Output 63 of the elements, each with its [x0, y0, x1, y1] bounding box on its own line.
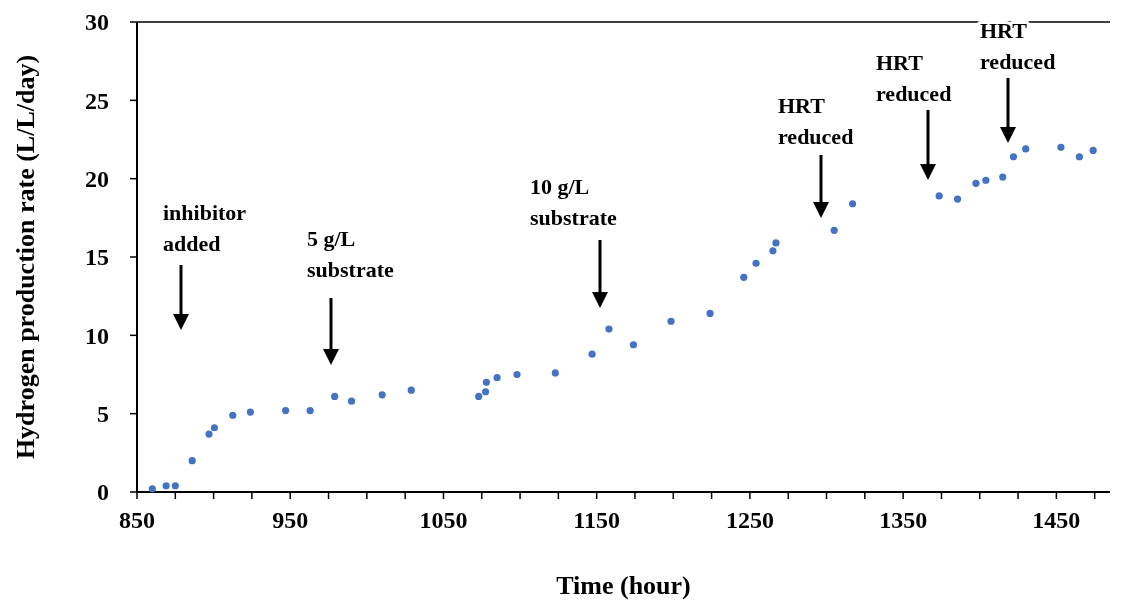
point — [378, 391, 386, 399]
point — [982, 176, 990, 184]
point — [331, 392, 339, 401]
point — [830, 226, 838, 234]
point — [188, 457, 196, 465]
point — [162, 482, 170, 490]
y-tick-label: 5 — [97, 401, 109, 428]
annotation: 10 g/L substrate — [530, 174, 618, 230]
y-tick-label: 20 — [85, 166, 109, 193]
point — [605, 325, 613, 333]
point — [229, 411, 237, 419]
point — [740, 273, 748, 281]
x-tick-label: 1450 — [1032, 507, 1081, 533]
point — [493, 374, 501, 382]
point — [935, 192, 943, 200]
point — [475, 392, 483, 401]
x-axis-title: Time (hour) — [556, 571, 691, 600]
point — [1089, 146, 1097, 155]
y-tick-label: 30 — [85, 9, 109, 36]
annotation: 5 g/L substrate — [307, 226, 395, 282]
point — [148, 485, 156, 493]
point — [706, 309, 714, 317]
y-axis-title: Hydrogen production rate (L/L/day) — [11, 54, 40, 460]
point — [482, 378, 490, 386]
point — [769, 247, 777, 255]
point — [481, 388, 490, 396]
x-tick-label: 1150 — [573, 507, 621, 533]
point — [1075, 153, 1083, 161]
y-tick-label: 25 — [85, 87, 109, 114]
point — [1057, 143, 1065, 151]
y-tick-label: 10 — [85, 322, 109, 349]
x-tick-label: 1350 — [879, 507, 928, 533]
point — [246, 408, 254, 416]
point — [347, 397, 356, 405]
annotation: inhibitor added — [163, 200, 247, 256]
point — [588, 350, 596, 358]
x-tick-label: 850 — [119, 507, 155, 533]
point — [953, 195, 962, 203]
x-tick-label: 1250 — [725, 507, 774, 533]
point — [629, 341, 638, 349]
point — [972, 179, 980, 187]
point — [772, 239, 780, 247]
point — [667, 317, 675, 325]
point — [752, 259, 760, 267]
point — [205, 430, 213, 438]
point — [513, 370, 521, 379]
y-tick-label: 15 — [85, 244, 109, 271]
point — [407, 386, 415, 394]
point — [848, 200, 857, 208]
x-tick-label: 1050 — [419, 507, 468, 533]
annotation: HRT reduced — [980, 18, 1056, 74]
point — [1009, 153, 1018, 161]
point — [171, 482, 179, 490]
point — [1022, 145, 1030, 153]
point — [306, 406, 314, 415]
point — [210, 424, 218, 432]
point — [551, 369, 559, 377]
y-tick-label: 0 — [97, 479, 109, 506]
x-tick-label: 950 — [272, 507, 309, 533]
point — [282, 406, 290, 415]
point — [999, 173, 1007, 181]
annotation: HRT reduced — [876, 50, 952, 106]
annotation: HRT reduced — [778, 93, 854, 149]
